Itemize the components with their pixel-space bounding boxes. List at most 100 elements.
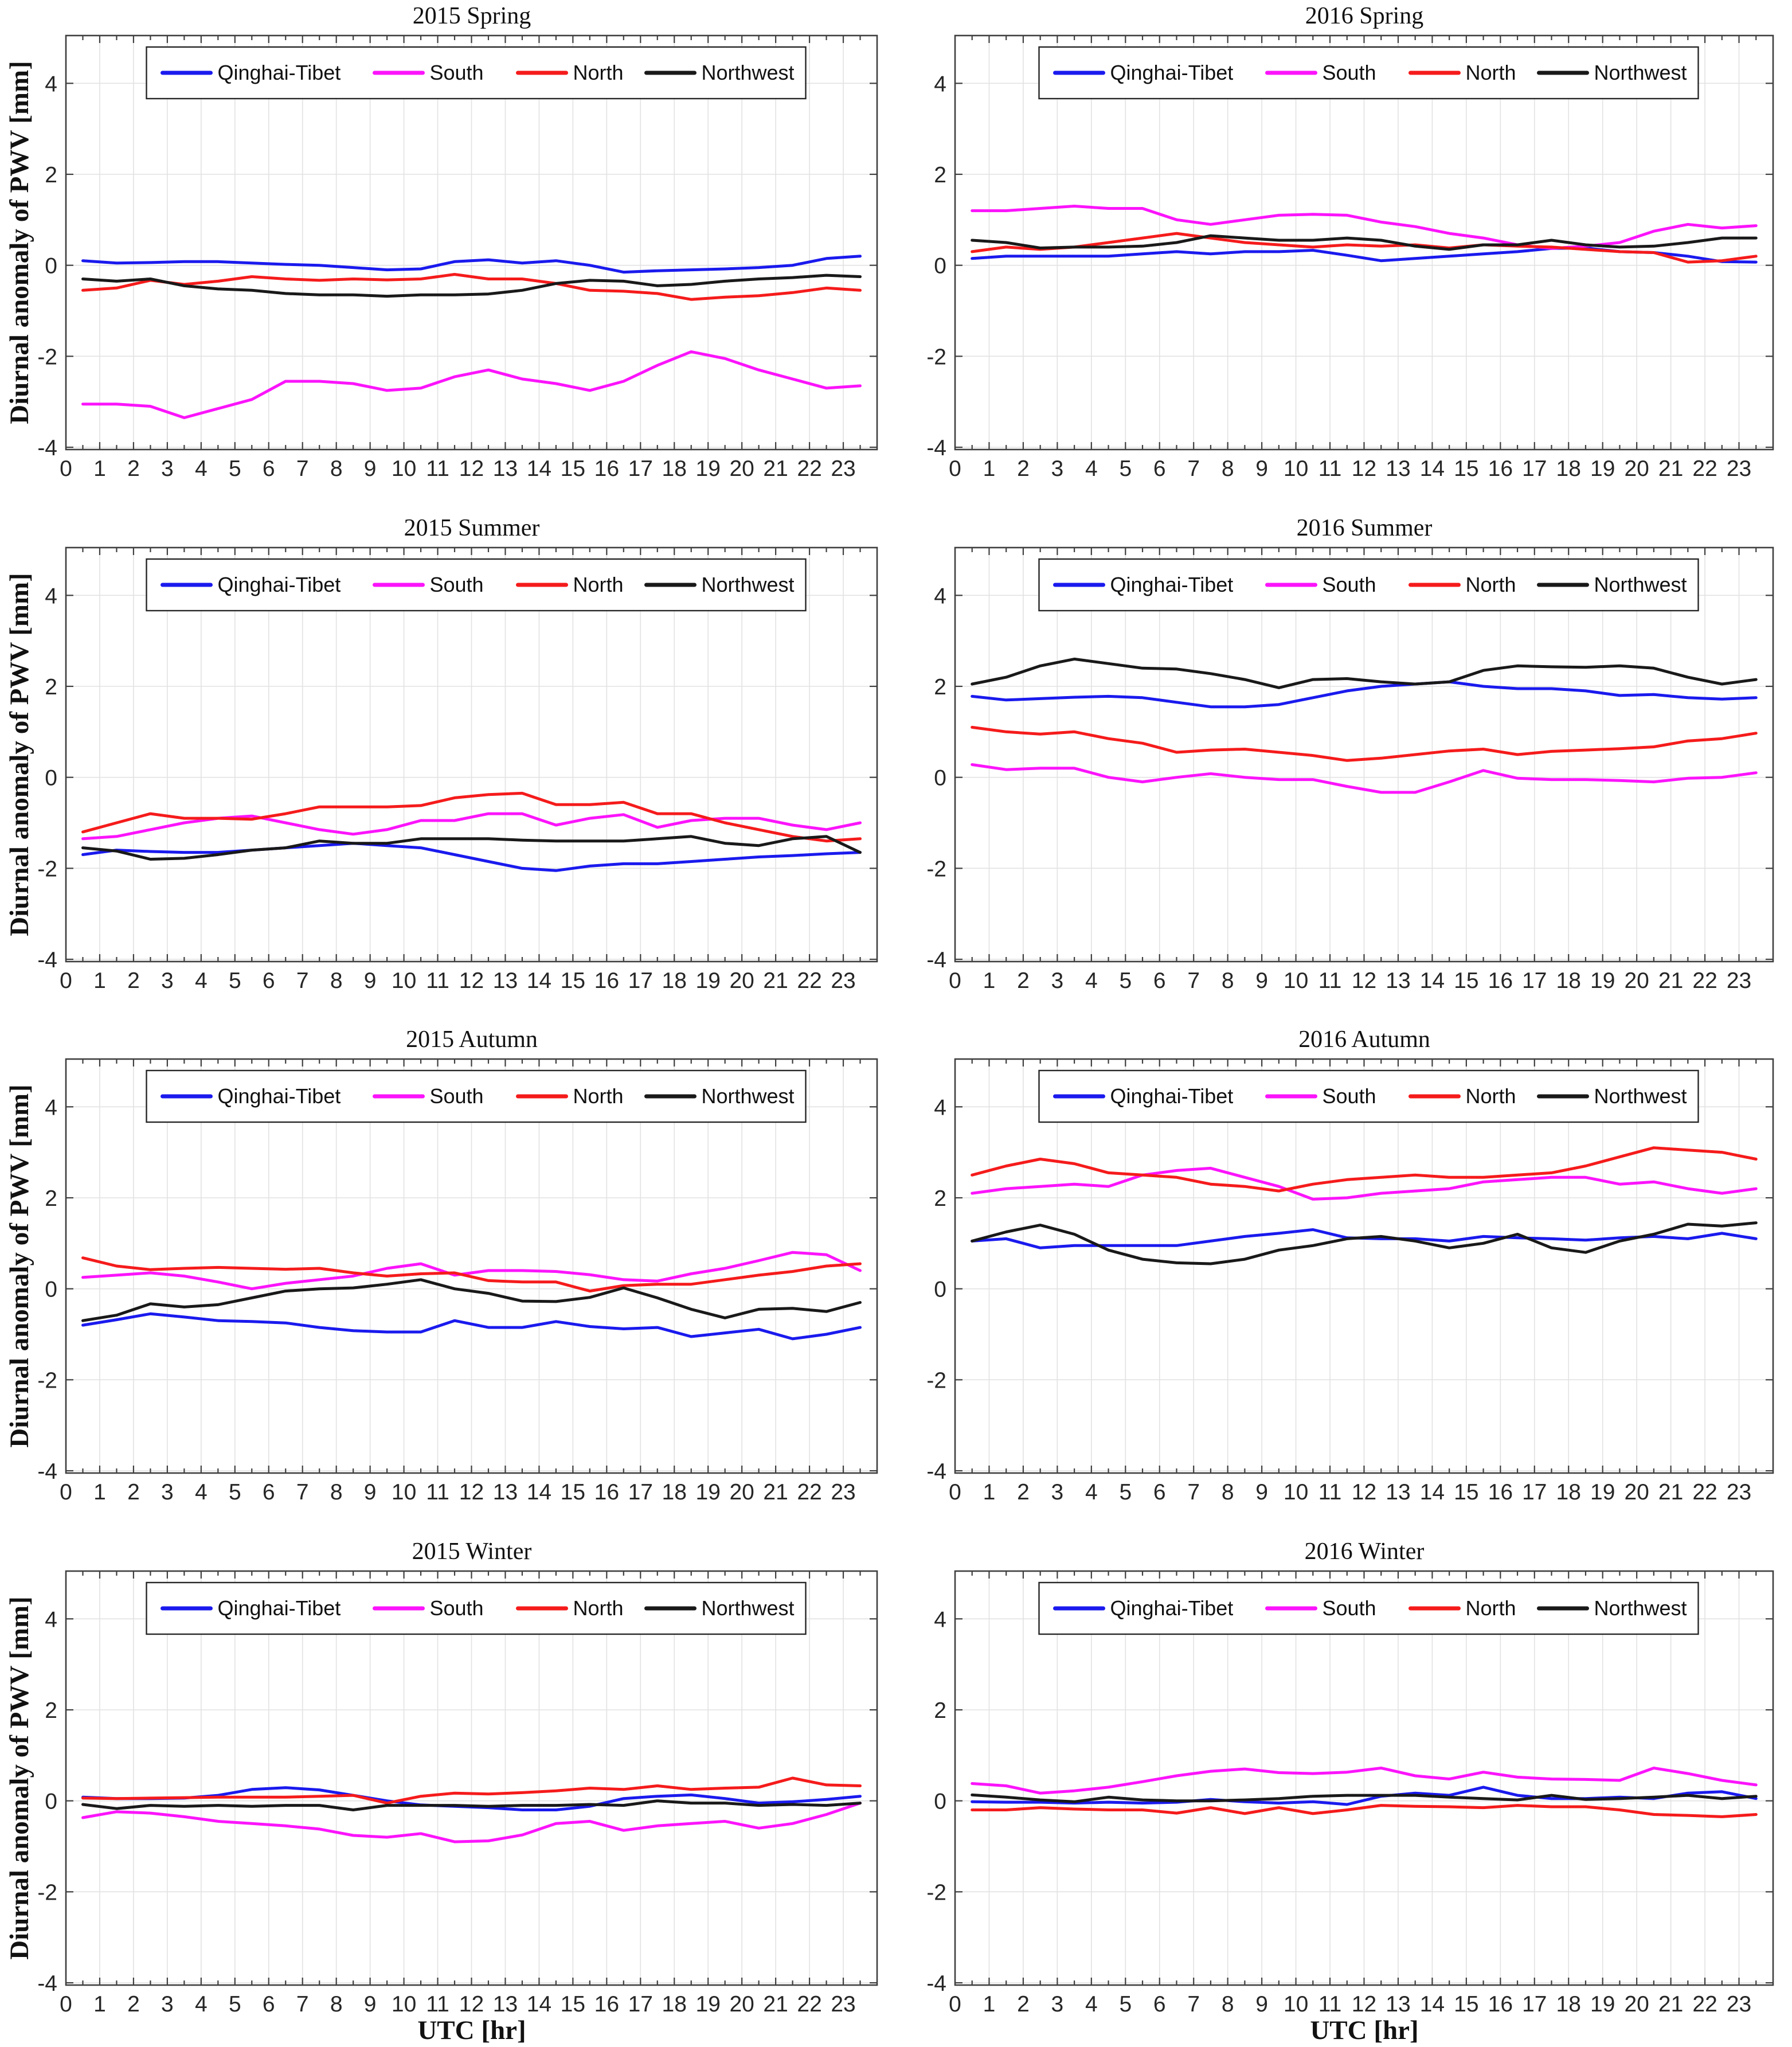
svg-text:6: 6	[263, 456, 275, 481]
svg-text:2: 2	[1017, 968, 1030, 993]
svg-text:Qinghai-Tibet: Qinghai-Tibet	[1110, 1084, 1234, 1108]
svg-text:13: 13	[493, 968, 518, 993]
svg-text:23: 23	[831, 456, 855, 481]
svg-text:7: 7	[296, 1480, 309, 1505]
svg-text:North: North	[573, 1596, 624, 1620]
svg-text:9: 9	[1255, 968, 1268, 993]
svg-text:-4: -4	[926, 1459, 946, 1484]
svg-text:2: 2	[127, 1992, 140, 2017]
svg-text:-2: -2	[37, 345, 57, 369]
svg-text:20: 20	[1624, 968, 1649, 993]
svg-text:16: 16	[594, 1992, 619, 2017]
svg-text:Qinghai-Tibet: Qinghai-Tibet	[218, 1596, 341, 1620]
svg-text:22: 22	[797, 456, 821, 481]
svg-text:2: 2	[127, 968, 140, 993]
panel-title: 2015 Winter	[412, 1538, 532, 1565]
svg-text:2: 2	[127, 456, 140, 481]
panel-title: 2015 Spring	[412, 3, 531, 29]
svg-text:7: 7	[1187, 968, 1200, 993]
svg-text:4: 4	[45, 1095, 57, 1120]
svg-text:North: North	[573, 61, 624, 84]
svg-text:20: 20	[729, 1992, 754, 2017]
svg-text:23: 23	[1727, 1480, 1751, 1505]
svg-text:10: 10	[1284, 456, 1308, 481]
svg-text:-2: -2	[37, 1880, 57, 1905]
svg-text:2: 2	[45, 163, 57, 187]
svg-text:15: 15	[561, 1480, 585, 1505]
svg-text:5: 5	[1119, 456, 1132, 481]
svg-text:Qinghai-Tibet: Qinghai-Tibet	[1110, 573, 1234, 596]
svg-text:-4: -4	[926, 1971, 946, 1996]
panel-2016-summer: 2016 Summer 0 1 2 3 4 5 6 7 8 9 10 11 12 13 14 15 16 17 18…	[896, 512, 1792, 1024]
svg-text:Qinghai-Tibet: Qinghai-Tibet	[1110, 1596, 1234, 1620]
svg-text:South: South	[430, 61, 484, 84]
svg-text:Qinghai-Tibet: Qinghai-Tibet	[218, 573, 341, 596]
svg-text:8: 8	[1222, 1992, 1234, 2017]
line-chart: 0 1 2 3 4 5 6 7 8 9 10 11 12 13 14 15 16 17 18 19 20 21 22 23-4…	[37, 1058, 878, 1505]
svg-text:14: 14	[527, 1480, 551, 1505]
svg-text:19: 19	[1590, 1480, 1615, 1505]
svg-text:22: 22	[1692, 1480, 1717, 1505]
svg-text:5: 5	[1119, 1992, 1132, 2017]
svg-text:0: 0	[45, 1789, 57, 1814]
svg-text:19: 19	[1590, 1992, 1615, 2017]
svg-text:10: 10	[392, 1992, 416, 2017]
panel-2016-autumn: 2016 Autumn 0 1 2 3 4 5 6 7 8 9 10 11 12 13 14 15 16 17 18…	[896, 1023, 1792, 1536]
svg-text:18: 18	[662, 1480, 687, 1505]
svg-text:3: 3	[161, 456, 174, 481]
svg-text:15: 15	[1454, 1992, 1478, 2017]
svg-text:15: 15	[561, 456, 585, 481]
svg-text:15: 15	[1454, 968, 1478, 993]
svg-text:10: 10	[1284, 968, 1308, 993]
svg-text:4: 4	[1085, 968, 1098, 993]
svg-text:12: 12	[459, 456, 484, 481]
svg-text:9: 9	[364, 1480, 377, 1505]
svg-text:19: 19	[696, 456, 721, 481]
svg-text:South: South	[430, 1596, 484, 1620]
svg-text:4: 4	[934, 1095, 946, 1120]
svg-text:3: 3	[161, 1480, 174, 1505]
svg-text:14: 14	[1420, 1480, 1445, 1505]
svg-text:0: 0	[949, 1480, 961, 1505]
svg-text:14: 14	[527, 968, 551, 993]
svg-text:1: 1	[93, 456, 106, 481]
svg-text:23: 23	[831, 1480, 855, 1505]
svg-text:North: North	[573, 1084, 624, 1108]
svg-text:Northwest: Northwest	[1594, 61, 1687, 84]
svg-text:20: 20	[1624, 456, 1649, 481]
svg-text:22: 22	[1692, 1992, 1717, 2017]
svg-text:18: 18	[662, 1992, 687, 2017]
svg-text:-4: -4	[37, 436, 57, 460]
svg-text:11: 11	[426, 456, 449, 481]
svg-text:6: 6	[1153, 968, 1166, 993]
svg-text:13: 13	[493, 1992, 518, 2017]
svg-text:2: 2	[934, 1186, 946, 1211]
svg-text:8: 8	[1222, 1480, 1234, 1505]
svg-text:4: 4	[45, 584, 57, 608]
line-chart: 0 1 2 3 4 5 6 7 8 9 10 11 12 13 14 15 16 17 18 19 20 21 22 23-4…	[926, 1570, 1774, 2017]
svg-text:0: 0	[60, 1480, 72, 1505]
svg-text:0: 0	[60, 1992, 72, 2017]
panel-title: 2016 Summer	[1296, 514, 1433, 541]
svg-text:13: 13	[493, 1480, 518, 1505]
svg-text:2: 2	[1017, 456, 1030, 481]
panel-2016-spring: 2016 Spring 0 1 2 3 4 5 6 7 8 9 10 11 12 13 14 15 16 17 18…	[896, 0, 1792, 512]
svg-text:19: 19	[1590, 456, 1615, 481]
svg-text:14: 14	[527, 456, 551, 481]
panel-2015-autumn: 2015 Autumn Diurnal anomaly of PWV [mm] …	[0, 1023, 896, 1536]
svg-text:0: 0	[45, 765, 57, 790]
svg-text:North: North	[1466, 1596, 1516, 1620]
svg-text:3: 3	[1051, 456, 1064, 481]
svg-text:0: 0	[949, 968, 961, 993]
svg-text:-2: -2	[926, 857, 946, 881]
svg-text:2: 2	[45, 674, 57, 699]
svg-text:1: 1	[93, 1480, 106, 1505]
svg-text:-2: -2	[37, 857, 57, 881]
svg-text:1: 1	[93, 968, 106, 993]
svg-text:4: 4	[1085, 456, 1098, 481]
svg-text:17: 17	[1522, 1480, 1547, 1505]
panel-2015-winter: 2015 Winter Diurnal anomaly of PWV [mm] …	[0, 1536, 896, 2047]
svg-text:Northwest: Northwest	[1594, 1084, 1687, 1108]
svg-text:7: 7	[296, 968, 309, 993]
svg-text:-2: -2	[926, 1368, 946, 1393]
